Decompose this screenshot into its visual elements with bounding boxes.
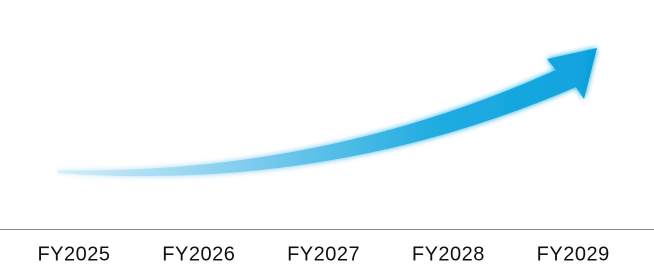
axis-label: FY2029 xyxy=(537,243,610,264)
axis-label: FY2026 xyxy=(162,243,235,264)
growth-arrow xyxy=(58,48,597,177)
axis-label: FY2028 xyxy=(412,243,485,264)
axis-label: FY2025 xyxy=(37,243,110,264)
axis-label: FY2027 xyxy=(287,243,360,264)
axis-labels: FY2025 FY2026 FY2027 FY2028 FY2029 xyxy=(37,243,609,264)
